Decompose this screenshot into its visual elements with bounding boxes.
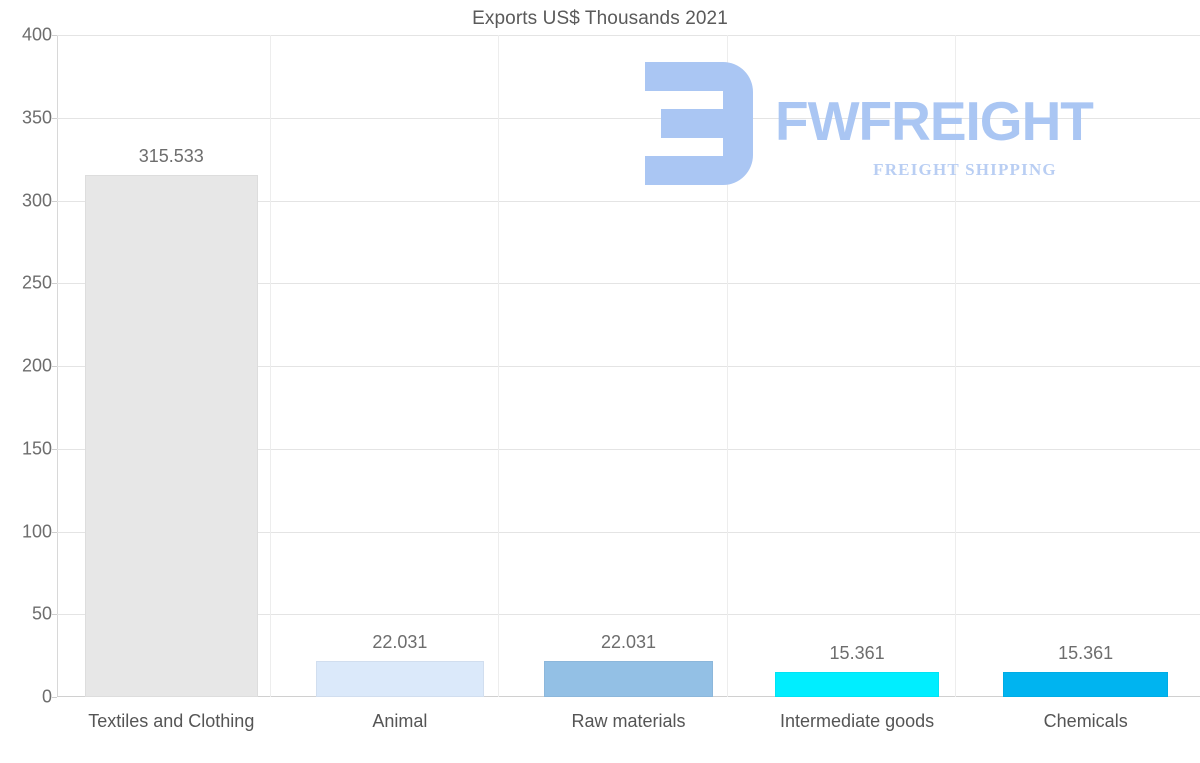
gridline [57,117,1200,119]
y-tick-label: 250 [21,272,52,293]
y-tick-mark [52,531,57,533]
y-tick-mark [52,200,57,202]
category-separator [955,35,957,697]
gridline [57,35,1200,36]
bar-chemicals[interactable] [1003,671,1168,697]
y-tick-label: 200 [21,355,52,376]
y-tick-label: 350 [21,107,52,128]
bar-textiles-and-clothing[interactable] [85,174,258,697]
y-tick-mark [52,35,57,36]
gridline [57,366,1200,367]
y-tick-label: 150 [21,438,52,459]
bar-value-label: 15.361 [829,642,885,663]
gridline [57,614,1200,616]
bar-value-label: 22.031 [600,631,657,652]
x-tick-label-intermediate-goods: Intermediate goods [780,711,935,731]
bar-value-label: 315.533 [138,145,204,166]
y-tick-label: 50 [31,603,52,624]
category-separator [269,35,271,697]
category-separator [498,35,500,697]
y-tick-label: 0 [41,686,52,707]
bar-animal[interactable] [315,660,484,697]
y-tick-label: 400 [21,24,52,45]
gridline [57,283,1200,285]
x-tick-label-raw-materials: Raw materials [571,711,686,731]
y-tick-mark [52,614,57,616]
gridline [57,531,1200,533]
y-tick-mark [52,448,57,450]
bar-value-label: 15.361 [1058,642,1114,663]
gridline [57,200,1200,202]
x-tick-label-animal: Animal [372,711,428,731]
y-tick-label: 100 [21,521,52,541]
y-tick-mark [52,366,57,367]
y-tick-mark [52,117,57,119]
plot-area: 315.533 22.031 22.031 15.361 15.361 [57,35,1200,697]
x-tick-label-chemicals: Chemicals [1043,711,1128,731]
bar-raw-materials[interactable] [544,660,713,697]
x-tick-label-textiles-and-clothing: Textiles and Clothing [88,711,255,731]
bar-intermediate-goods[interactable] [774,671,940,697]
y-axis: 400 350 300 250 200 150 100 50 0 [0,0,57,763]
gridline [57,448,1200,450]
bar-value-label: 22.031 [372,631,428,652]
chart-title: Exports US$ Thousands 2021 [472,8,728,29]
y-tick-mark [52,697,57,698]
y-tick-label: 300 [21,190,52,210]
y-tick-mark [52,283,57,285]
category-separator [726,35,728,697]
